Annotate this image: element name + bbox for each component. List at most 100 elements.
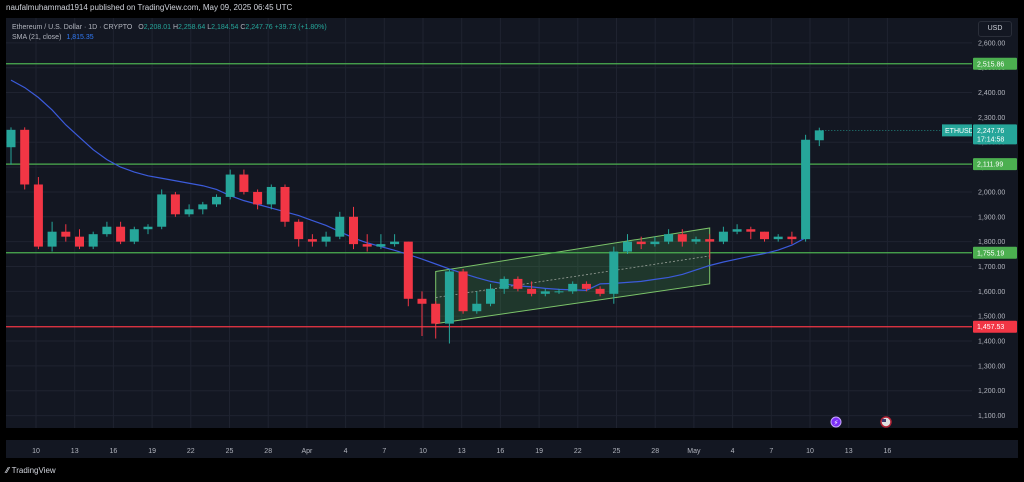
candle-body[interactable] xyxy=(760,231,769,240)
candle-body[interactable] xyxy=(623,241,632,252)
time-tick-label: 19 xyxy=(148,448,156,455)
candle-body[interactable] xyxy=(664,234,674,242)
candle-body[interactable] xyxy=(595,288,605,294)
candle-body[interactable] xyxy=(47,231,57,247)
candle-body[interactable] xyxy=(116,226,126,242)
low-value: 2,184.54 xyxy=(211,24,239,31)
candle-body[interactable] xyxy=(691,239,701,242)
candle-body[interactable] xyxy=(444,271,454,324)
candle-body[interactable] xyxy=(335,216,345,237)
open-value: 2,208.01 xyxy=(143,24,171,31)
candle-body[interactable] xyxy=(75,236,84,247)
time-tick-label: 22 xyxy=(574,448,582,455)
candle-body[interactable] xyxy=(636,241,646,245)
axis-corner xyxy=(972,440,1018,458)
currency-button[interactable]: USD xyxy=(978,21,1012,37)
candle-body[interactable] xyxy=(170,194,180,215)
candle-body[interactable] xyxy=(157,194,167,227)
candle-body[interactable] xyxy=(581,283,591,289)
candle-body[interactable] xyxy=(513,278,523,289)
candle-body[interactable] xyxy=(307,239,317,242)
candle-body[interactable] xyxy=(362,244,372,247)
tradingview-logo[interactable]: ⁄⁄ TradingView xyxy=(6,466,56,475)
countdown-label: 17:14:58 xyxy=(977,136,1004,143)
close-label: C xyxy=(240,24,246,31)
tradingview-mark-icon: ⁄⁄ xyxy=(6,466,9,475)
candle-body[interactable] xyxy=(143,226,153,230)
candle-body[interactable] xyxy=(129,229,139,242)
candle-body[interactable] xyxy=(787,236,797,240)
candle-body[interactable] xyxy=(650,241,660,245)
sma-label: SMA (21, close) xyxy=(12,34,62,41)
time-axis-scale[interactable]: 10 13 16 19 22 25 28 Apr 4 7 10 13 16 19 22 25 28 May 4 7 10… xyxy=(6,440,972,458)
time-tick-label: 7 xyxy=(769,448,773,455)
time-tick-label: 4 xyxy=(731,448,735,455)
candle-body[interactable] xyxy=(225,174,235,197)
candle-body[interactable] xyxy=(568,283,578,292)
time-axis[interactable]: 10 13 16 19 22 25 28 Apr 4 7 10 13 16 19 22 25 28 May 4 7 10… xyxy=(6,440,972,458)
candle-body[interactable] xyxy=(773,236,783,240)
candle-body[interactable] xyxy=(266,186,276,205)
candle-body[interactable] xyxy=(732,229,742,232)
close-value: 2,247.76 xyxy=(245,24,273,31)
candle-body[interactable] xyxy=(376,244,386,247)
candle-body[interactable] xyxy=(212,196,221,205)
candle-body[interactable] xyxy=(33,184,43,247)
time-tick-label: 10 xyxy=(806,448,814,455)
price-tick-label: 1,700.00 xyxy=(978,264,1005,271)
level-price-tag xyxy=(973,57,1017,70)
candle-body[interactable] xyxy=(280,186,290,222)
candle-body[interactable] xyxy=(540,291,550,294)
candle-body[interactable] xyxy=(486,288,495,304)
time-tick-label: 28 xyxy=(651,448,659,455)
candle-body[interactable] xyxy=(609,251,619,294)
candle-body[interactable] xyxy=(527,288,537,294)
candle-body[interactable] xyxy=(677,234,687,242)
candle-body[interactable] xyxy=(814,130,824,141)
price-tick-label: 1,600.00 xyxy=(978,289,1005,296)
sma-legend[interactable]: SMA (21, close) 1,815.35 xyxy=(12,34,94,41)
candle-body[interactable] xyxy=(102,226,112,235)
candle-body[interactable] xyxy=(20,129,30,185)
candle-body[interactable] xyxy=(554,291,564,293)
candle-body[interactable] xyxy=(472,303,482,312)
time-tick-label: 19 xyxy=(535,448,543,455)
candle-body[interactable] xyxy=(431,303,441,324)
price-axis[interactable]: 2,600.002,500.002,400.002,300.002,200.00… xyxy=(972,18,1018,428)
candle-body[interactable] xyxy=(88,234,98,247)
candle-body[interactable] xyxy=(253,191,263,205)
lightning-event-icon[interactable] xyxy=(830,416,842,428)
high-value: 2,258.64 xyxy=(178,24,206,31)
candle-body[interactable] xyxy=(6,129,16,148)
candle-body[interactable] xyxy=(403,241,413,299)
time-tick-label: 13 xyxy=(71,448,79,455)
candle-body[interactable] xyxy=(198,204,208,210)
candle-body[interactable] xyxy=(390,241,400,245)
candle-body[interactable] xyxy=(184,209,194,215)
time-tick-label: 13 xyxy=(458,448,466,455)
candle-body[interactable] xyxy=(718,231,728,242)
candle-body[interactable] xyxy=(349,216,358,245)
candle-body[interactable] xyxy=(499,278,509,289)
level-price-label: 1,457.53 xyxy=(977,324,1004,331)
candle-body[interactable] xyxy=(458,271,468,312)
candle-body[interactable] xyxy=(61,231,71,237)
high-label: H xyxy=(172,24,179,31)
candle-body[interactable] xyxy=(294,221,304,240)
level-price-tag xyxy=(973,158,1017,171)
candle-body[interactable] xyxy=(801,139,811,240)
level-price-tag xyxy=(973,320,1017,333)
time-tick-label: 16 xyxy=(884,448,892,455)
price-tick-label: 2,000.00 xyxy=(978,189,1005,196)
time-tick-label: 4 xyxy=(344,448,348,455)
candle-body[interactable] xyxy=(417,298,427,304)
candle-body[interactable] xyxy=(321,236,331,242)
price-chart[interactable]: ETHUSD ⚡ xyxy=(6,18,972,428)
price-axis-scale[interactable]: 2,600.002,500.002,400.002,300.002,200.00… xyxy=(972,18,1018,428)
candle-body[interactable] xyxy=(239,174,249,192)
chart-pane[interactable]: ETHUSD ⚡ xyxy=(6,18,972,428)
candle-body[interactable] xyxy=(705,239,715,242)
candle-body[interactable] xyxy=(746,229,756,232)
publisher-header: naufalmuhammad1914 published on TradingV… xyxy=(6,3,293,12)
